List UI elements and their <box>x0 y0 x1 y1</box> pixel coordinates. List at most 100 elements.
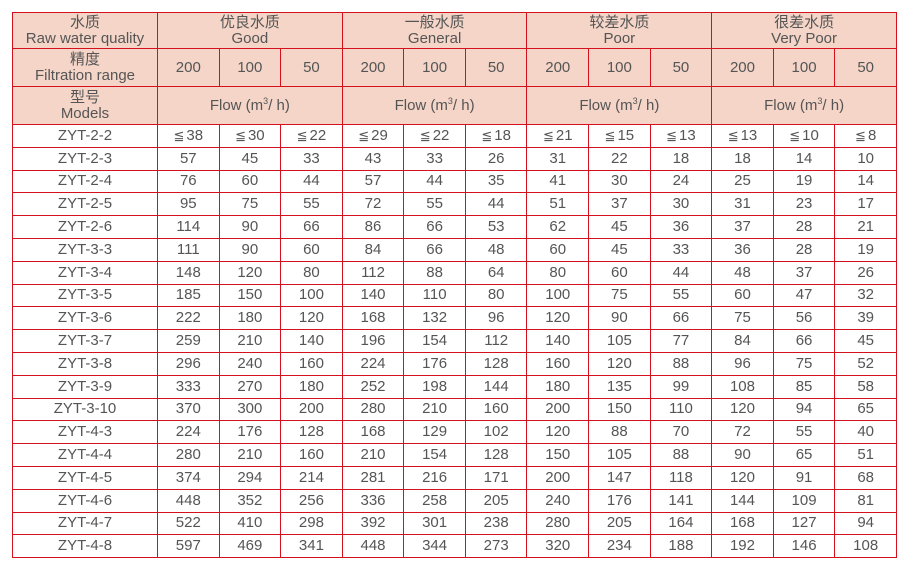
flow-value-cell: 55 <box>280 192 343 217</box>
flow-value: 370 <box>175 400 201 418</box>
range-label-cn: 精度 <box>69 50 100 68</box>
flow-value: 301 <box>422 514 448 532</box>
flow-value: 88 <box>672 446 690 464</box>
flow-value: 68 <box>857 468 875 486</box>
quality-group-cn: 很差水质 <box>774 13 835 31</box>
flow-value: 14 <box>795 149 813 167</box>
flow-value-cell: 135 <box>588 374 651 399</box>
flow-value-cell: 160 <box>526 351 590 376</box>
flow-value-cell: 68 <box>834 465 897 490</box>
flow-value: 86 <box>364 218 382 236</box>
flow-value-cell: 28 <box>772 237 836 262</box>
flow-value: 120 <box>729 400 755 418</box>
filtration-range-cell: 50 <box>834 48 897 87</box>
flow-value: 234 <box>606 537 632 555</box>
flow-unit-cell: Flow (m3/ h) <box>157 86 343 125</box>
flow-value-cell: 60 <box>280 237 343 262</box>
flow-value: 33 <box>672 240 690 258</box>
flow-value: 109 <box>791 491 817 509</box>
flow-value: 8 <box>867 126 877 144</box>
flow-value: 192 <box>729 537 755 555</box>
flow-value-cell: 37 <box>711 215 774 239</box>
flow-value: 144 <box>729 491 755 509</box>
flow-value-cell: 105 <box>588 443 651 467</box>
flow-value-cell: 141 <box>649 488 713 513</box>
flow-value-cell: 44 <box>649 260 713 285</box>
table-row: ZYT-2-6 114 90 66 86 66 53 62 45 36 37 28 21 <box>12 215 897 239</box>
flow-value: 18 <box>734 149 751 167</box>
flow-value: 252 <box>360 377 386 395</box>
flow-value-cell: 188 <box>649 534 713 559</box>
flow-value-cell: 85 <box>772 374 836 399</box>
flow-value-cell: 32 <box>834 283 897 308</box>
flow-value-cell: ≦ 18 <box>464 124 528 148</box>
flow-value-cell: 51 <box>526 192 590 217</box>
flow-value: 40 <box>857 423 875 441</box>
flow-value: 52 <box>857 354 875 372</box>
flow-value-cell: 224 <box>341 351 405 376</box>
flow-value: 65 <box>857 400 875 418</box>
flow-unit-cell: Flow (m3/ h) <box>341 86 528 125</box>
flow-value: 88 <box>426 263 443 281</box>
model-cell: ZYT-4-4 <box>12 443 158 467</box>
flow-value: 55 <box>303 195 320 213</box>
flow-value: 43 <box>364 149 382 167</box>
flow-value-cell: ≦ 8 <box>834 124 897 148</box>
flow-sup: 3 <box>632 95 638 106</box>
flow-value-cell: 333 <box>157 374 220 399</box>
flow-value-cell: 128 <box>464 351 528 376</box>
flow-value-cell: 90 <box>588 306 651 331</box>
flow-value-cell: 147 <box>588 465 651 490</box>
flow-value: 118 <box>668 468 693 486</box>
flow-value: 176 <box>606 491 632 509</box>
flow-value-cell: 88 <box>649 351 713 376</box>
flow-value: 240 <box>237 354 263 372</box>
quality-group-good: 优良水质 Good <box>157 12 343 49</box>
flow-value: 45 <box>241 149 259 167</box>
quality-group-en: Poor <box>603 29 636 47</box>
filtration-range-cell: 50 <box>280 48 343 87</box>
flow-value: 140 <box>360 286 386 304</box>
flow-value-cell: 294 <box>218 465 282 490</box>
flow-value-cell: ≦ 15 <box>588 124 651 148</box>
flow-value-cell: 56 <box>772 306 836 331</box>
flow-value: 80 <box>303 263 320 281</box>
flow-value: 160 <box>298 446 324 464</box>
flow-value-cell: 66 <box>403 215 466 239</box>
flow-value: 13 <box>679 126 696 144</box>
flow-value: 21 <box>857 218 875 236</box>
flow-value-cell: 336 <box>341 488 405 513</box>
model-cell: ZYT-3-4 <box>12 260 158 285</box>
flow-value-cell: 256 <box>280 488 343 513</box>
flow-value-cell: 259 <box>157 329 220 353</box>
flow-value: 45 <box>610 240 628 258</box>
flow-value-cell: 36 <box>649 215 713 239</box>
flow-value-cell: 52 <box>834 351 897 376</box>
flow-value-cell: 84 <box>711 329 774 353</box>
model-cell: ZYT-4-6 <box>12 488 158 513</box>
flow-value: 270 <box>237 377 263 395</box>
flow-value: 75 <box>241 195 259 213</box>
flow-value-cell: 39 <box>834 306 897 331</box>
flow-value: 112 <box>361 263 385 281</box>
flow-value: 30 <box>672 195 690 213</box>
flow-value: 150 <box>237 286 263 304</box>
table-row: ZYT-3-4 148 120 80 112 88 64 80 60 44 48 37 26 <box>12 260 897 285</box>
flow-unit: / h) <box>452 96 475 114</box>
model-cell: ZYT-2-3 <box>12 146 158 171</box>
flow-value: 37 <box>795 263 813 281</box>
header-row-models: 型号 Models Flow (m3/ h) Flow (m3/ h) Flow (… <box>12 86 897 125</box>
flow-value: 280 <box>175 446 201 464</box>
flow-value-cell: 100 <box>280 283 343 308</box>
flow-value: 280 <box>360 400 386 418</box>
flow-value-cell: 53 <box>464 215 528 239</box>
flow-value: 120 <box>729 468 755 486</box>
flow-value: 224 <box>175 423 201 441</box>
model-cell: ZYT-4-7 <box>12 511 158 536</box>
flow-unit-cell: Flow (m3/ h) <box>711 86 897 125</box>
flow-value: 180 <box>545 377 571 395</box>
flow-value-cell: 94 <box>834 511 897 536</box>
flow-value-cell: 19 <box>772 169 836 194</box>
flow-value: 296 <box>175 354 201 372</box>
flow-value-cell: 76 <box>157 169 220 194</box>
